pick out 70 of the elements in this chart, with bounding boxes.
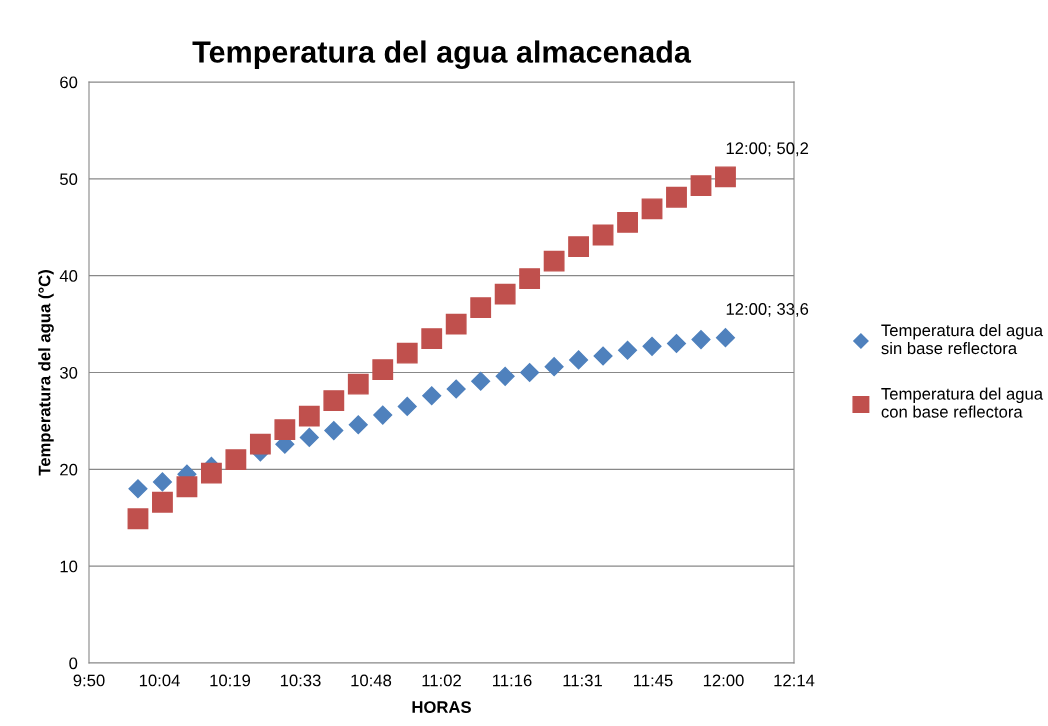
legend-label: Temperatura del agua con base reflectora bbox=[881, 387, 1044, 418]
point bbox=[421, 328, 443, 350]
point bbox=[519, 268, 541, 289]
point bbox=[446, 379, 466, 399]
point bbox=[495, 366, 515, 386]
x-tick-label: 9:50 bbox=[73, 674, 105, 687]
point bbox=[690, 175, 712, 197]
y-tick-label: 50 bbox=[60, 173, 78, 186]
point bbox=[715, 166, 736, 188]
point bbox=[396, 342, 418, 364]
point bbox=[128, 479, 148, 499]
point bbox=[152, 472, 172, 492]
point bbox=[470, 297, 492, 319]
x-tick-label: 10:48 bbox=[351, 674, 392, 687]
point bbox=[324, 421, 344, 441]
point bbox=[152, 491, 173, 513]
x-tick-label: 12:14 bbox=[774, 674, 815, 687]
x-tick-label: 10:04 bbox=[139, 674, 180, 687]
annotation: 12:00; 50,2 bbox=[726, 142, 809, 157]
point bbox=[348, 415, 368, 435]
x-tick-label: 11:45 bbox=[634, 674, 673, 687]
point bbox=[127, 508, 149, 530]
point bbox=[544, 357, 564, 377]
point bbox=[592, 224, 614, 246]
point bbox=[397, 396, 417, 416]
y-tick-label: 30 bbox=[59, 366, 78, 379]
point bbox=[666, 333, 687, 353]
annotation: 12:00; 33,6 bbox=[726, 303, 809, 317]
chart-title: Temperatura del agua almacenada bbox=[192, 40, 692, 70]
point bbox=[372, 359, 394, 381]
x-tick-label: 11:31 bbox=[563, 674, 602, 687]
point bbox=[323, 390, 345, 411]
y-axis-title: Temperatura del agua (°C) bbox=[38, 270, 54, 476]
point bbox=[642, 336, 662, 356]
x-tick-label: 12:00 bbox=[703, 674, 744, 687]
point bbox=[666, 186, 687, 208]
point bbox=[422, 386, 442, 406]
y-tick-label: 60 bbox=[60, 76, 78, 89]
legend-label: Temperatura del agua sin base reflectora bbox=[881, 324, 1044, 355]
point bbox=[200, 462, 222, 484]
point bbox=[471, 371, 491, 391]
point bbox=[249, 433, 271, 455]
y-tick-label: 20 bbox=[60, 463, 78, 476]
x-axis-title: HORAS bbox=[412, 701, 471, 713]
point bbox=[298, 405, 320, 427]
x-tick-label: 10:19 bbox=[210, 674, 251, 687]
point bbox=[373, 405, 393, 425]
point bbox=[494, 283, 516, 305]
point bbox=[715, 328, 736, 348]
point bbox=[176, 476, 198, 498]
x-tick-label: 11:02 bbox=[422, 674, 461, 687]
point bbox=[569, 350, 589, 370]
point bbox=[445, 313, 467, 335]
point bbox=[618, 340, 638, 360]
point bbox=[641, 198, 663, 220]
y-tick-label: 0 bbox=[69, 657, 78, 670]
point bbox=[593, 346, 613, 366]
point bbox=[274, 419, 296, 441]
y-tick-label: 10 bbox=[60, 560, 78, 573]
point bbox=[691, 330, 711, 350]
point bbox=[299, 427, 319, 447]
point bbox=[520, 362, 540, 383]
x-tick-label: 10:33 bbox=[280, 674, 321, 687]
y-tick-label: 40 bbox=[59, 270, 78, 282]
point bbox=[347, 373, 369, 395]
point bbox=[225, 449, 247, 471]
x-tick-label: 11:16 bbox=[493, 674, 532, 687]
point bbox=[568, 236, 590, 258]
point bbox=[543, 250, 565, 272]
point bbox=[617, 211, 638, 233]
